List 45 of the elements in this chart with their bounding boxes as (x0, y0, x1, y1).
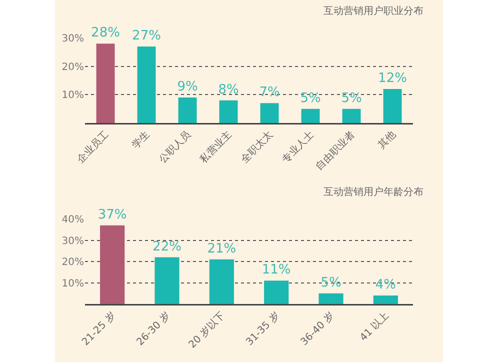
bar (154, 257, 180, 304)
bar (264, 280, 289, 304)
y-tick-label: 10% (62, 278, 84, 290)
chart-title: 互动营销用户职业分布 (324, 5, 424, 18)
bar (260, 103, 279, 123)
data-label: 5% (320, 275, 342, 290)
x-tick-label: 其他 (376, 128, 398, 152)
x-tick-label: 20 岁以下 (186, 310, 228, 351)
data-label: 11% (262, 262, 291, 278)
bar (301, 108, 320, 123)
data-label: 21% (207, 241, 236, 256)
x-tick-label: 私营业主 (197, 128, 234, 166)
bar (209, 259, 234, 304)
bar (100, 225, 125, 304)
bar (383, 89, 402, 123)
x-tick-label: 企业员工 (74, 128, 112, 166)
bar (373, 296, 398, 304)
x-tick-label: 学生 (130, 128, 152, 152)
chart-title: 互动营销用户年龄分布 (324, 186, 424, 198)
x-tick-label: 公职人员 (156, 128, 194, 166)
y-tick-label: 20% (62, 257, 84, 268)
data-label: 5% (300, 90, 321, 106)
data-label: 7% (259, 85, 280, 100)
bar (96, 44, 115, 123)
data-label: 9% (177, 80, 198, 94)
data-label: 4% (375, 278, 396, 292)
y-tick-label: 40% (62, 214, 84, 226)
y-tick-label: 30% (62, 34, 84, 44)
y-tick-label: 10% (62, 90, 84, 102)
bar (137, 46, 156, 123)
data-label: 22% (152, 239, 182, 254)
data-label: 28% (91, 26, 120, 41)
bar (219, 100, 238, 123)
y-tick-label: 20% (62, 62, 84, 73)
bar (342, 108, 361, 123)
data-label: 12% (378, 71, 407, 86)
data-label: 27% (132, 28, 161, 44)
x-tick-label: 41 以上 (357, 310, 392, 344)
bar (178, 98, 197, 123)
data-label: 8% (218, 82, 239, 98)
data-label: 37% (98, 207, 127, 222)
bar (318, 293, 344, 304)
data-label: 5% (341, 90, 362, 106)
x-tick-label: 全职太太 (238, 128, 276, 166)
y-tick-label: 30% (62, 236, 84, 247)
